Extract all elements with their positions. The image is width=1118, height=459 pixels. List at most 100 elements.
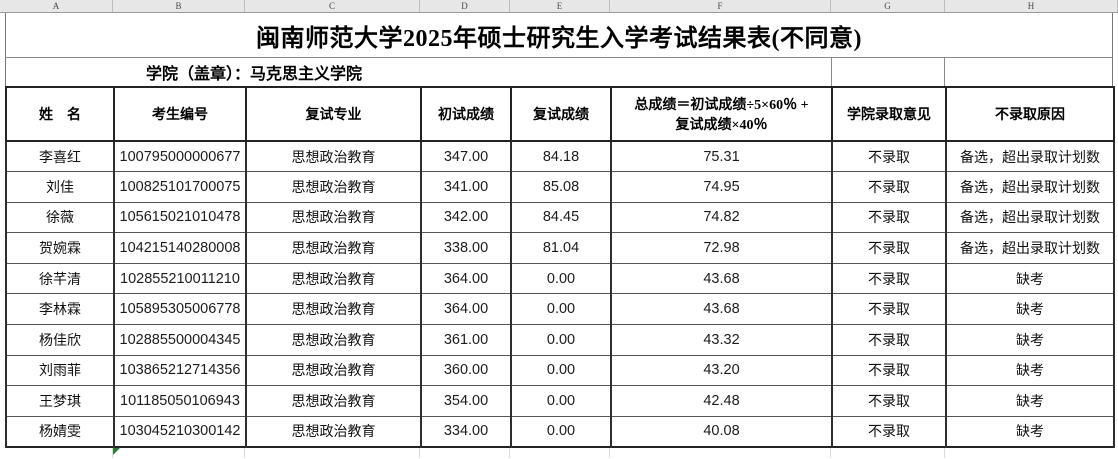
header-major[interactable]: 复试专业: [245, 86, 422, 142]
cell-admission-opinion[interactable]: 不录取: [831, 140, 947, 173]
column-header-B[interactable]: B: [113, 0, 245, 12]
cell-name[interactable]: 刘雨菲: [5, 354, 115, 387]
cell-candidate-id[interactable]: 102855210011210: [113, 262, 247, 295]
column-header-A[interactable]: A: [0, 0, 113, 12]
cell-admission-opinion[interactable]: 不录取: [831, 201, 947, 234]
empty-cell[interactable]: [610, 447, 831, 458]
column-header-F[interactable]: F: [610, 0, 831, 12]
cell-major[interactable]: 思想政治教育: [245, 201, 422, 234]
cell-admission-opinion[interactable]: 不录取: [831, 171, 947, 203]
cell-total-score[interactable]: 75.31: [610, 140, 833, 173]
cell-name[interactable]: 徐芊清: [5, 262, 115, 295]
cell-name[interactable]: 李喜红: [5, 140, 115, 173]
cell-admission-opinion[interactable]: 不录取: [831, 324, 947, 356]
cell-total-score[interactable]: 40.08: [610, 415, 833, 448]
column-header-H[interactable]: H: [945, 0, 1118, 12]
cell-candidate-id[interactable]: 105615021010478: [113, 201, 247, 234]
cell-total-score[interactable]: 72.98: [610, 232, 833, 264]
cell-retest-score[interactable]: 0.00: [510, 293, 612, 326]
cell-total-score[interactable]: 43.32: [610, 324, 833, 356]
cell-rejection-reason[interactable]: 缺考: [945, 262, 1115, 295]
cell-candidate-id[interactable]: 102885500004345: [113, 324, 247, 356]
cell-initial-score[interactable]: 354.00: [420, 385, 512, 417]
empty-cell[interactable]: [113, 447, 245, 458]
column-header-D[interactable]: D: [420, 0, 510, 12]
empty-cell[interactable]: [245, 447, 420, 458]
cell-major[interactable]: 思想政治教育: [245, 415, 422, 448]
header-retest-score[interactable]: 复试成绩: [510, 86, 612, 142]
cell-major[interactable]: 思想政治教育: [245, 171, 422, 203]
cell-candidate-id[interactable]: 100825101700075: [113, 171, 247, 203]
cell-total-score[interactable]: 43.68: [610, 262, 833, 295]
cell-name[interactable]: 徐薇: [5, 201, 115, 234]
cell-major[interactable]: 思想政治教育: [245, 354, 422, 387]
header-admission-opinion[interactable]: 学院录取意见: [831, 86, 947, 142]
cell-retest-score[interactable]: 84.45: [510, 201, 612, 234]
cell-major[interactable]: 思想政治教育: [245, 232, 422, 264]
school-seal-cell[interactable]: 学院（盖章）：马克思主义学院: [6, 58, 831, 86]
cell-total-score[interactable]: 74.82: [610, 201, 833, 234]
column-header-G[interactable]: G: [831, 0, 945, 12]
cell-admission-opinion[interactable]: 不录取: [831, 354, 947, 387]
header-rejection-reason[interactable]: 不录取原因: [945, 86, 1115, 142]
cell-retest-score[interactable]: 81.04: [510, 232, 612, 264]
cell-total-score[interactable]: 74.95: [610, 171, 833, 203]
empty-cell[interactable]: [945, 448, 1113, 458]
cell-rejection-reason[interactable]: 缺考: [945, 385, 1115, 417]
cell-admission-opinion[interactable]: 不录取: [831, 262, 947, 295]
cell-name[interactable]: 王梦琪: [5, 385, 115, 417]
header-candidate-id[interactable]: 考生编号: [113, 86, 247, 142]
cell-major[interactable]: 思想政治教育: [245, 324, 422, 356]
cell-rejection-reason[interactable]: 缺考: [945, 415, 1115, 448]
cell-retest-score[interactable]: 85.08: [510, 171, 612, 203]
cell-candidate-id[interactable]: 103045210300142: [113, 415, 247, 448]
sheet-title-cell[interactable]: 闽南师范大学2025年硕士研究生入学考试结果表(不同意): [5, 13, 1113, 58]
cell-initial-score[interactable]: 338.00: [420, 232, 512, 264]
cell-name[interactable]: 杨佳欣: [5, 324, 115, 356]
cell-rejection-reason[interactable]: 备选，超出录取计划数: [945, 171, 1115, 203]
column-header-C[interactable]: C: [245, 0, 420, 12]
cell-initial-score[interactable]: 341.00: [420, 171, 512, 203]
cell-initial-score[interactable]: 361.00: [420, 324, 512, 356]
cell-candidate-id[interactable]: 104215140280008: [113, 232, 247, 264]
empty-cell[interactable]: [831, 447, 945, 458]
cell-admission-opinion[interactable]: 不录取: [831, 385, 947, 417]
cell-retest-score[interactable]: 0.00: [510, 324, 612, 356]
cell-rejection-reason[interactable]: 缺考: [945, 354, 1115, 387]
cell-candidate-id[interactable]: 101185050106943: [113, 385, 247, 417]
cell-total-score[interactable]: 43.68: [610, 293, 833, 326]
column-header-E[interactable]: E: [510, 0, 610, 12]
cell-initial-score[interactable]: 347.00: [420, 140, 512, 173]
cell-name[interactable]: 李林霖: [5, 293, 115, 326]
cell-retest-score[interactable]: 84.18: [510, 140, 612, 173]
cell-name[interactable]: 杨婧雯: [5, 415, 115, 448]
empty-cell-h[interactable]: [944, 58, 1112, 86]
cell-major[interactable]: 思想政治教育: [245, 293, 422, 326]
cell-rejection-reason[interactable]: 缺考: [945, 324, 1115, 356]
cell-admission-opinion[interactable]: 不录取: [831, 232, 947, 264]
empty-cell[interactable]: [420, 447, 510, 458]
cell-rejection-reason[interactable]: 备选，超出录取计划数: [945, 140, 1115, 173]
cell-initial-score[interactable]: 360.00: [420, 354, 512, 387]
cell-initial-score[interactable]: 334.00: [420, 415, 512, 448]
header-initial-score[interactable]: 初试成绩: [420, 86, 512, 142]
cell-rejection-reason[interactable]: 缺考: [945, 293, 1115, 326]
cell-initial-score[interactable]: 364.00: [420, 293, 512, 326]
cell-retest-score[interactable]: 0.00: [510, 415, 612, 448]
cell-candidate-id[interactable]: 100795000000677: [113, 140, 247, 173]
cell-total-score[interactable]: 43.20: [610, 354, 833, 387]
cell-admission-opinion[interactable]: 不录取: [831, 293, 947, 326]
cell-rejection-reason[interactable]: 备选，超出录取计划数: [945, 232, 1115, 264]
cell-retest-score[interactable]: 0.00: [510, 385, 612, 417]
cell-candidate-id[interactable]: 105895305006778: [113, 293, 247, 326]
cell-initial-score[interactable]: 342.00: [420, 201, 512, 234]
cell-candidate-id[interactable]: 103865212714356: [113, 354, 247, 387]
empty-cell[interactable]: [510, 447, 610, 458]
cell-admission-opinion[interactable]: 不录取: [831, 415, 947, 448]
empty-cell-g[interactable]: [830, 58, 945, 86]
empty-cell[interactable]: [5, 447, 113, 458]
cell-retest-score[interactable]: 0.00: [510, 262, 612, 295]
cell-rejection-reason[interactable]: 备选，超出录取计划数: [945, 201, 1115, 234]
cell-total-score[interactable]: 42.48: [610, 385, 833, 417]
cell-major[interactable]: 思想政治教育: [245, 140, 422, 173]
